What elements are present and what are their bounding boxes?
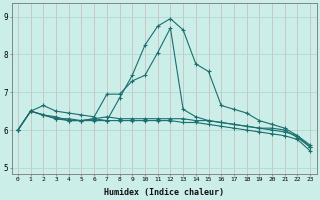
X-axis label: Humidex (Indice chaleur): Humidex (Indice chaleur) [104,188,224,197]
